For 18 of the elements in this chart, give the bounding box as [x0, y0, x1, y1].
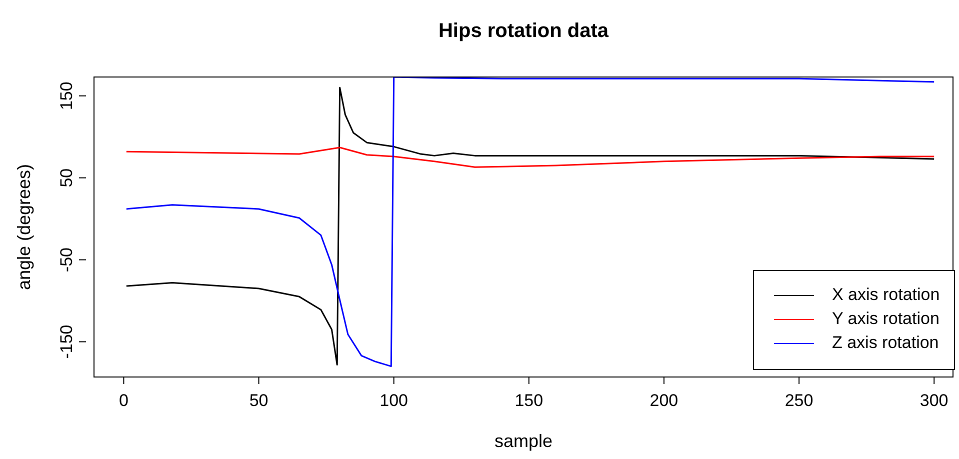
x-tick-label: 0	[118, 391, 128, 410]
line-series	[126, 146, 935, 168]
y-tick-label: 50	[57, 168, 76, 188]
y-axis-title: angle (degrees)	[14, 164, 34, 290]
y-tick-label: -150	[57, 324, 76, 359]
x-tick-label: 150	[514, 391, 544, 410]
y-tick-label: -50	[57, 248, 76, 272]
x-tick-label: 100	[380, 391, 408, 410]
legend-label: Z axis rotation	[832, 333, 939, 353]
x-axis-title: sample	[494, 431, 553, 451]
legend-label: X axis rotation	[832, 285, 940, 305]
legend-label: Y axis rotation	[832, 309, 940, 329]
y-tick-label: 150	[57, 82, 76, 110]
chart-title: Hips rotation data	[437, 20, 610, 43]
x-tick-label: 250	[784, 391, 814, 410]
x-tick-label: 300	[920, 391, 948, 410]
x-tick-label: 200	[650, 391, 678, 410]
x-tick-label: 50	[249, 391, 268, 410]
